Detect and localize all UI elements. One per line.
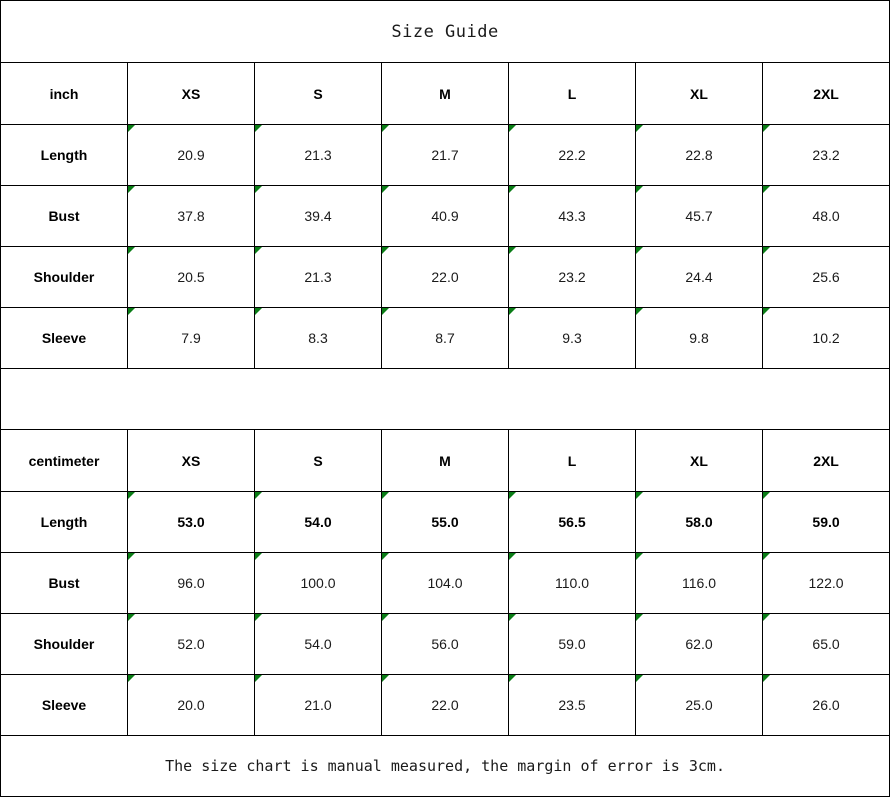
measurement-value: 58.0 xyxy=(635,491,763,553)
unit-label-centimeter: centimeter xyxy=(0,429,128,492)
size-column-header-M: M xyxy=(381,62,509,125)
measurement-value: 9.3 xyxy=(508,307,636,369)
unit-header-row: centimeter XS S M L XL 2XL xyxy=(0,429,890,492)
measurement-value: 7.9 xyxy=(127,307,255,369)
page-title: Size Guide xyxy=(0,0,890,63)
measurement-label-shoulder: Shoulder xyxy=(0,246,128,308)
measurement-value: 56.0 xyxy=(381,613,509,675)
measurement-value: 24.4 xyxy=(635,246,763,308)
measurement-label-bust: Bust xyxy=(0,185,128,247)
size-column-header-XS: XS xyxy=(127,62,255,125)
table-row: Length 53.0 54.0 55.0 56.5 58.0 59.0 xyxy=(0,491,890,553)
measurement-value: 9.8 xyxy=(635,307,763,369)
measurement-label-sleeve: Sleeve xyxy=(0,307,128,369)
size-column-header-XL: XL xyxy=(635,429,763,492)
size-column-header-2XL: 2XL xyxy=(761,62,890,125)
size-column-header-XS: XS xyxy=(127,429,255,492)
table-row: Length 20.9 21.3 21.7 22.2 22.8 23.2 xyxy=(0,124,890,186)
table-row: Shoulder 52.0 54.0 56.0 59.0 62.0 65.0 xyxy=(0,613,890,675)
section-spacer-row xyxy=(0,368,890,430)
measurement-value: 48.0 xyxy=(761,185,890,247)
measurement-value: 22.8 xyxy=(635,124,763,186)
table-row: Sleeve 20.0 21.0 22.0 23.5 25.0 26.0 xyxy=(0,674,890,736)
size-column-header-2XL: 2XL xyxy=(761,429,890,492)
title-row: Size Guide xyxy=(0,0,890,63)
measurement-value: 104.0 xyxy=(381,552,509,614)
measurement-value: 59.0 xyxy=(761,491,890,553)
measurement-value: 100.0 xyxy=(254,552,382,614)
measurement-value: 52.0 xyxy=(127,613,255,675)
measurement-value: 8.3 xyxy=(254,307,382,369)
table-row: Sleeve 7.9 8.3 8.7 9.3 9.8 10.2 xyxy=(0,307,890,369)
table-row: Bust 37.8 39.4 40.9 43.3 45.7 48.0 xyxy=(0,185,890,247)
measurement-value: 116.0 xyxy=(635,552,763,614)
measurement-label-length: Length xyxy=(0,491,128,553)
section-spacer-cell xyxy=(0,368,890,430)
measurement-value: 62.0 xyxy=(635,613,763,675)
measurement-value: 20.5 xyxy=(127,246,255,308)
size-column-header-XL: XL xyxy=(635,62,763,125)
measurement-value: 22.2 xyxy=(508,124,636,186)
footer-row: The size chart is manual measured, the m… xyxy=(0,735,890,797)
measurement-value: 40.9 xyxy=(381,185,509,247)
unit-header-row: inch XS S M L XL 2XL xyxy=(0,62,890,125)
measurement-value: 45.7 xyxy=(635,185,763,247)
table-row: Shoulder 20.5 21.3 22.0 23.2 24.4 25.6 xyxy=(0,246,890,308)
measurement-value: 37.8 xyxy=(127,185,255,247)
size-column-header-L: L xyxy=(508,62,636,125)
measurement-value: 21.0 xyxy=(254,674,382,736)
measurement-label-length: Length xyxy=(0,124,128,186)
measurement-value: 122.0 xyxy=(761,552,890,614)
measurement-value: 25.0 xyxy=(635,674,763,736)
measurement-value: 21.7 xyxy=(381,124,509,186)
size-column-header-S: S xyxy=(254,62,382,125)
measurement-value: 65.0 xyxy=(761,613,890,675)
measurement-value: 55.0 xyxy=(381,491,509,553)
measurement-label-sleeve: Sleeve xyxy=(0,674,128,736)
measurement-value: 96.0 xyxy=(127,552,255,614)
measurement-value: 23.5 xyxy=(508,674,636,736)
measurement-label-bust: Bust xyxy=(0,552,128,614)
measurement-value: 43.3 xyxy=(508,185,636,247)
table-row: Bust 96.0 100.0 104.0 110.0 116.0 122.0 xyxy=(0,552,890,614)
measurement-value: 10.2 xyxy=(761,307,890,369)
measurement-value: 54.0 xyxy=(254,613,382,675)
measurement-value: 59.0 xyxy=(508,613,636,675)
measurement-value: 8.7 xyxy=(381,307,509,369)
measurement-value: 22.0 xyxy=(381,246,509,308)
measurement-value: 20.9 xyxy=(127,124,255,186)
measurement-value: 53.0 xyxy=(127,491,255,553)
size-column-header-M: M xyxy=(381,429,509,492)
measurement-disclaimer: The size chart is manual measured, the m… xyxy=(0,735,890,797)
measurement-value: 20.0 xyxy=(127,674,255,736)
measurement-value: 39.4 xyxy=(254,185,382,247)
size-column-header-S: S xyxy=(254,429,382,492)
measurement-value: 21.3 xyxy=(254,246,382,308)
unit-label-inch: inch xyxy=(0,62,128,125)
measurement-value: 23.2 xyxy=(761,124,890,186)
measurement-value: 54.0 xyxy=(254,491,382,553)
measurement-value: 22.0 xyxy=(381,674,509,736)
measurement-value: 21.3 xyxy=(254,124,382,186)
measurement-value: 26.0 xyxy=(761,674,890,736)
measurement-value: 25.6 xyxy=(761,246,890,308)
measurement-value: 23.2 xyxy=(508,246,636,308)
measurement-value: 110.0 xyxy=(508,552,636,614)
measurement-value: 56.5 xyxy=(508,491,636,553)
measurement-label-shoulder: Shoulder xyxy=(0,613,128,675)
size-column-header-L: L xyxy=(508,429,636,492)
